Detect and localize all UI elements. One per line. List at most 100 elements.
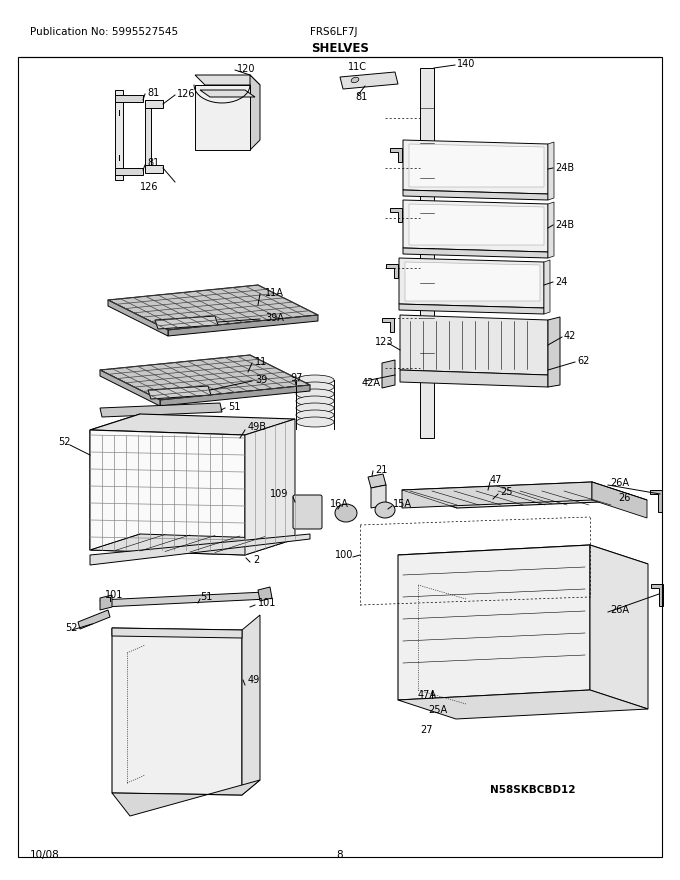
Text: 81: 81 [147, 158, 159, 168]
Text: 16A: 16A [330, 499, 349, 509]
Text: 27: 27 [420, 725, 432, 735]
Polygon shape [371, 485, 386, 508]
Text: 47: 47 [490, 475, 503, 485]
Polygon shape [403, 140, 548, 194]
Polygon shape [245, 419, 295, 555]
Ellipse shape [296, 417, 334, 427]
Text: 81: 81 [355, 92, 367, 102]
Text: 126: 126 [140, 182, 158, 192]
Text: 49: 49 [248, 675, 260, 685]
Polygon shape [390, 208, 402, 222]
Polygon shape [115, 90, 123, 180]
Polygon shape [398, 545, 590, 700]
Polygon shape [386, 264, 398, 278]
Polygon shape [368, 474, 386, 488]
Ellipse shape [296, 396, 334, 406]
Text: 11: 11 [255, 357, 267, 367]
Text: 126: 126 [177, 89, 196, 99]
Text: 51: 51 [228, 402, 240, 412]
Text: 42: 42 [564, 331, 577, 341]
Polygon shape [399, 304, 544, 314]
Text: 101: 101 [258, 598, 276, 608]
Polygon shape [115, 95, 143, 102]
Polygon shape [145, 108, 151, 165]
Polygon shape [90, 414, 140, 550]
Ellipse shape [296, 382, 334, 392]
Polygon shape [405, 262, 540, 301]
Ellipse shape [351, 77, 359, 83]
Polygon shape [195, 85, 250, 150]
Text: 52: 52 [65, 623, 78, 633]
Text: N58SKBCBD12: N58SKBCBD12 [490, 785, 575, 795]
Text: 24: 24 [555, 277, 567, 287]
Polygon shape [108, 285, 318, 330]
Text: 39A: 39A [265, 313, 284, 323]
Polygon shape [100, 592, 268, 607]
Polygon shape [340, 72, 398, 89]
Polygon shape [100, 403, 222, 417]
Text: 109: 109 [270, 489, 288, 499]
Text: 8: 8 [337, 850, 343, 860]
Text: FRS6LF7J: FRS6LF7J [310, 27, 358, 37]
Polygon shape [398, 545, 648, 574]
Polygon shape [651, 584, 663, 606]
Polygon shape [100, 595, 112, 610]
Polygon shape [400, 315, 548, 375]
Text: 100: 100 [335, 550, 354, 560]
Text: 24B: 24B [555, 163, 574, 173]
Polygon shape [382, 360, 395, 388]
Polygon shape [90, 414, 295, 435]
Ellipse shape [375, 502, 395, 518]
Polygon shape [160, 385, 310, 406]
Polygon shape [544, 260, 550, 314]
FancyBboxPatch shape [293, 495, 322, 529]
Text: 2: 2 [253, 555, 259, 565]
Ellipse shape [296, 389, 334, 399]
Text: 15A: 15A [393, 499, 412, 509]
Polygon shape [100, 355, 310, 400]
Polygon shape [590, 545, 648, 709]
Polygon shape [100, 370, 160, 406]
Polygon shape [168, 315, 318, 336]
Ellipse shape [296, 375, 334, 385]
Polygon shape [145, 165, 163, 173]
Polygon shape [115, 168, 143, 175]
Polygon shape [90, 534, 310, 565]
Polygon shape [258, 587, 272, 601]
Text: 51: 51 [200, 592, 212, 602]
Text: 24B: 24B [555, 220, 574, 230]
Text: 49B: 49B [248, 422, 267, 432]
Polygon shape [155, 316, 218, 329]
Text: 47A: 47A [418, 690, 437, 700]
Polygon shape [145, 100, 163, 108]
Text: SHELVES: SHELVES [311, 41, 369, 55]
Polygon shape [250, 75, 260, 150]
Polygon shape [200, 90, 255, 97]
Polygon shape [592, 482, 647, 518]
Polygon shape [403, 200, 548, 252]
Polygon shape [409, 204, 544, 245]
Ellipse shape [335, 504, 357, 522]
Text: 26: 26 [618, 493, 630, 503]
Polygon shape [112, 780, 260, 816]
Polygon shape [399, 258, 544, 308]
Polygon shape [548, 142, 554, 200]
Polygon shape [403, 190, 548, 200]
Polygon shape [548, 317, 560, 387]
Polygon shape [403, 248, 548, 258]
Polygon shape [400, 370, 548, 387]
Polygon shape [112, 628, 242, 638]
Text: 10/08: 10/08 [30, 850, 60, 860]
Text: 42A: 42A [362, 378, 381, 388]
Polygon shape [112, 628, 242, 795]
Text: 25A: 25A [428, 705, 447, 715]
Text: 81: 81 [147, 88, 159, 98]
Polygon shape [195, 75, 260, 85]
Text: 11C: 11C [348, 62, 367, 72]
Text: 123: 123 [375, 337, 394, 347]
Text: 101: 101 [105, 590, 123, 600]
Polygon shape [90, 430, 245, 555]
Polygon shape [402, 482, 592, 508]
Text: 25: 25 [500, 487, 513, 497]
Polygon shape [402, 482, 647, 508]
